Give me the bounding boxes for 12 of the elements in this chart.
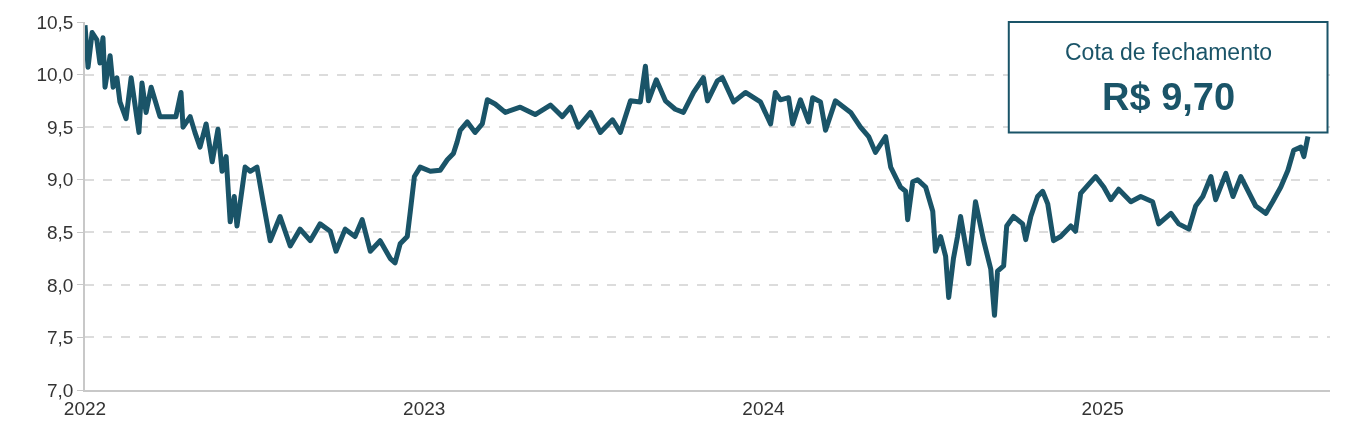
- y-tick-label: 8,5: [47, 221, 74, 243]
- annotation: Cota de fechamento: [1065, 39, 1273, 65]
- y-tick-label: 7,5: [47, 327, 74, 349]
- y-tick-label: 9,0: [47, 169, 74, 191]
- y-tick-label: 9,5: [47, 116, 74, 138]
- y-tick-label: 10,0: [36, 64, 74, 86]
- y-tick-label: 10,5: [36, 11, 74, 33]
- annotation: R$ 9,70: [1102, 76, 1236, 118]
- x-tick-label: 2023: [403, 397, 446, 419]
- y-tick-label: 8,0: [47, 274, 74, 296]
- x-tick-label: 2024: [742, 397, 786, 419]
- x-tick-label: 2025: [1081, 397, 1124, 419]
